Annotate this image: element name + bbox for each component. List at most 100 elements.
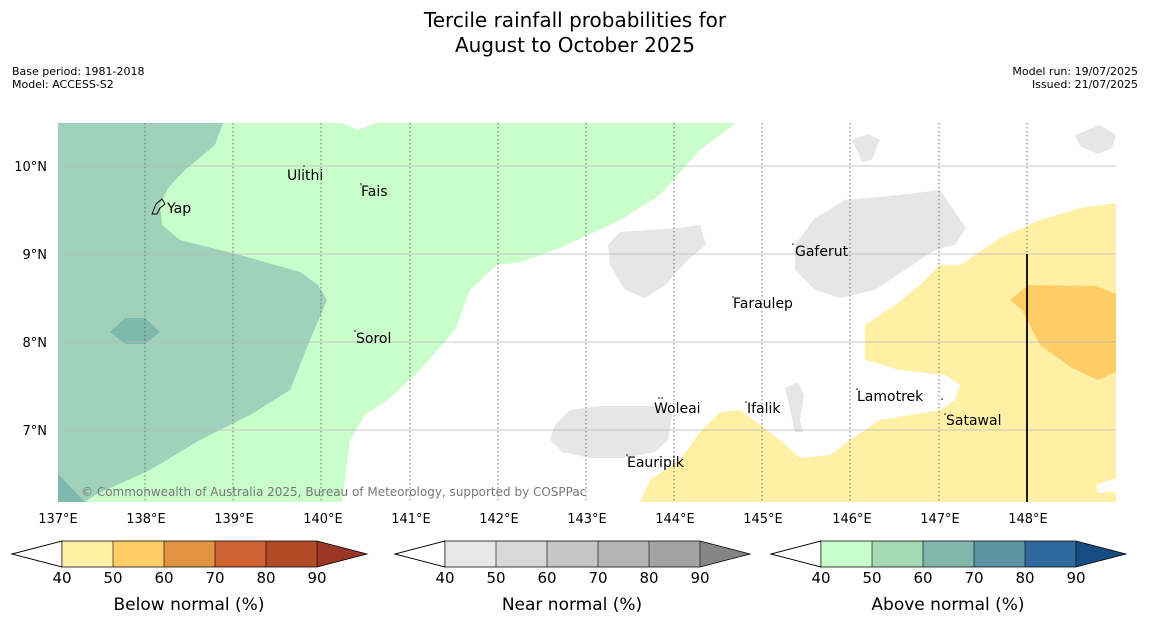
copyright-notice: © Commonwealth of Australia 2025, Bureau… <box>81 485 586 499</box>
lon-label-137e: 137°E <box>38 512 78 527</box>
cbar-near-bin-5 <box>649 541 700 567</box>
title-line-1: Tercile rainfall probabilities for <box>423 8 727 32</box>
above-normal-50-region <box>58 123 327 502</box>
lon-label-144e: 144°E <box>655 512 695 527</box>
cbar-above-label: Above normal (%) <box>871 595 1024 615</box>
cbar-above-bin-4 <box>974 541 1025 567</box>
near-normal-region-2 <box>795 190 966 298</box>
model-run: Model run: 19/07/2025 <box>1012 65 1138 78</box>
lon-label-141e: 141°E <box>391 512 431 527</box>
yap-island <box>151 198 166 215</box>
place-sorol: Sorol <box>356 331 391 347</box>
cbar-below-tick-60: 60 <box>154 569 173 587</box>
lon-label-138e: 138°E <box>126 512 166 527</box>
cbar-near-tick-70: 70 <box>588 569 607 587</box>
lon-label-146e: 146°E <box>832 512 872 527</box>
cbar-above-tick-50: 50 <box>862 569 881 587</box>
cbar-below-label: Below normal (%) <box>114 595 265 615</box>
below-normal-50-region <box>1010 285 1116 380</box>
cbar-above-bin-5 <box>1025 541 1076 567</box>
place-faraulep: Faraulep <box>733 296 793 312</box>
cbar-near-tick-60: 60 <box>537 569 556 587</box>
cbar-above-bin-3 <box>923 541 974 567</box>
cbar-below-bin-5 <box>266 541 317 567</box>
cbar-near-label: Near normal (%) <box>502 595 642 615</box>
place-labels: Yap Ulithi Fais Sorol Gaferut Faraulep W… <box>166 168 1001 471</box>
cbar-near-tick-40: 40 <box>435 569 454 587</box>
place-woleai: Woleai <box>654 401 701 417</box>
cbar-above-tick-90: 90 <box>1066 569 1085 587</box>
cbar-near-tick-50: 50 <box>486 569 505 587</box>
cbar-near-tick-80: 80 <box>639 569 658 587</box>
title-line-2: August to October 2025 <box>454 33 696 57</box>
near-normal-region-3 <box>852 134 880 162</box>
place-yap: Yap <box>166 201 191 217</box>
cbar-above-tick-60: 60 <box>913 569 932 587</box>
cbar-below-tick-50: 50 <box>103 569 122 587</box>
lat-label-8n: 8°N <box>23 336 48 351</box>
cbar-near-bin-1 <box>445 541 496 567</box>
near-normal-region-5 <box>550 406 672 458</box>
lon-label-147e: 147°E <box>920 512 960 527</box>
near-normal-region-6 <box>785 382 804 432</box>
map-title: Tercile rainfall probabilities for Augus… <box>0 8 1150 58</box>
no-dominant-notch <box>342 123 375 130</box>
above-normal-60-corner <box>58 474 85 502</box>
longitude-axis: 137°E 138°E 139°E 140°E 141°E 142°E 143°… <box>38 512 1048 527</box>
base-info: Base period: 1981-2018 Model: ACCESS-S2 <box>12 65 144 91</box>
cbar-near-arrow-min <box>393 540 446 568</box>
cbar-below-bin-1 <box>62 541 113 567</box>
cbar-below-dividers <box>61 541 318 567</box>
cbar-below-tick-90: 90 <box>307 569 326 587</box>
cbar-above-tick-40: 40 <box>811 569 830 587</box>
cbar-below-arrow-max <box>317 541 367 567</box>
above-normal-60-spot <box>110 318 160 344</box>
cbar-near-bin-4 <box>598 541 649 567</box>
cbar-above-tick-70: 70 <box>964 569 983 587</box>
lon-label-142e: 142°E <box>479 512 519 527</box>
cbar-below-arrow-min <box>10 540 63 568</box>
colorbar-below-normal: 40 50 60 70 80 90 Below normal (%) <box>10 540 369 615</box>
latitude-gridlines <box>58 165 1116 431</box>
lat-label-10n: 10°N <box>14 160 47 175</box>
cbar-near-tick-90: 90 <box>690 569 709 587</box>
cbar-above-arrow-min <box>769 540 822 568</box>
cbar-near-bin-3 <box>547 541 598 567</box>
place-ifalik: Ifalik <box>747 401 781 417</box>
near-normal-region-1 <box>608 225 706 298</box>
cbar-above-dividers <box>820 541 1077 567</box>
cbar-above-bin-2 <box>872 541 923 567</box>
island-dots <box>303 165 946 456</box>
cbar-near-arrow-max <box>700 541 750 567</box>
cbar-below-tick-80: 80 <box>256 569 275 587</box>
lon-label-139e: 139°E <box>214 512 254 527</box>
lat-label-7n: 7°N <box>23 424 48 439</box>
place-satawal: Satawal <box>946 413 1001 429</box>
cbar-below-bin-4 <box>215 541 266 567</box>
cbar-below-bin-3 <box>164 541 215 567</box>
place-ulithi: Ulithi <box>287 168 323 184</box>
cbar-above-bin-1 <box>821 541 872 567</box>
colorbar-above-normal: 40 50 60 70 80 90 Above normal (%) <box>769 540 1128 615</box>
place-fais: Fais <box>361 184 388 200</box>
place-lamotrek: Lamotrek <box>857 389 924 405</box>
near-normal-region-4 <box>1075 125 1116 154</box>
map-area: © Commonwealth of Australia 2025, Bureau… <box>58 123 1116 502</box>
colorbar-near-normal: 40 50 60 70 80 90 Near normal (%) <box>393 540 752 615</box>
cbar-near-dividers <box>444 541 701 567</box>
cbar-above-tick-80: 80 <box>1015 569 1034 587</box>
issued-date: Issued: 21/07/2025 <box>1031 78 1138 91</box>
cbar-below-bin-2 <box>113 541 164 567</box>
place-eauripik: Eauripik <box>627 455 685 471</box>
base-period: Base period: 1981-2018 <box>12 65 145 78</box>
lon-label-140e: 140°E <box>303 512 343 527</box>
lon-label-148e: 148°E <box>1008 512 1048 527</box>
cbar-above-arrow-max <box>1076 541 1126 567</box>
lon-label-145e: 145°E <box>743 512 783 527</box>
place-gaferut: Gaferut <box>795 244 849 260</box>
cbar-near-ticks: 40 50 60 70 80 90 <box>435 569 709 587</box>
cbar-near-bin-2 <box>496 541 547 567</box>
cbar-below-tick-40: 40 <box>52 569 71 587</box>
cbar-below-tick-70: 70 <box>205 569 224 587</box>
